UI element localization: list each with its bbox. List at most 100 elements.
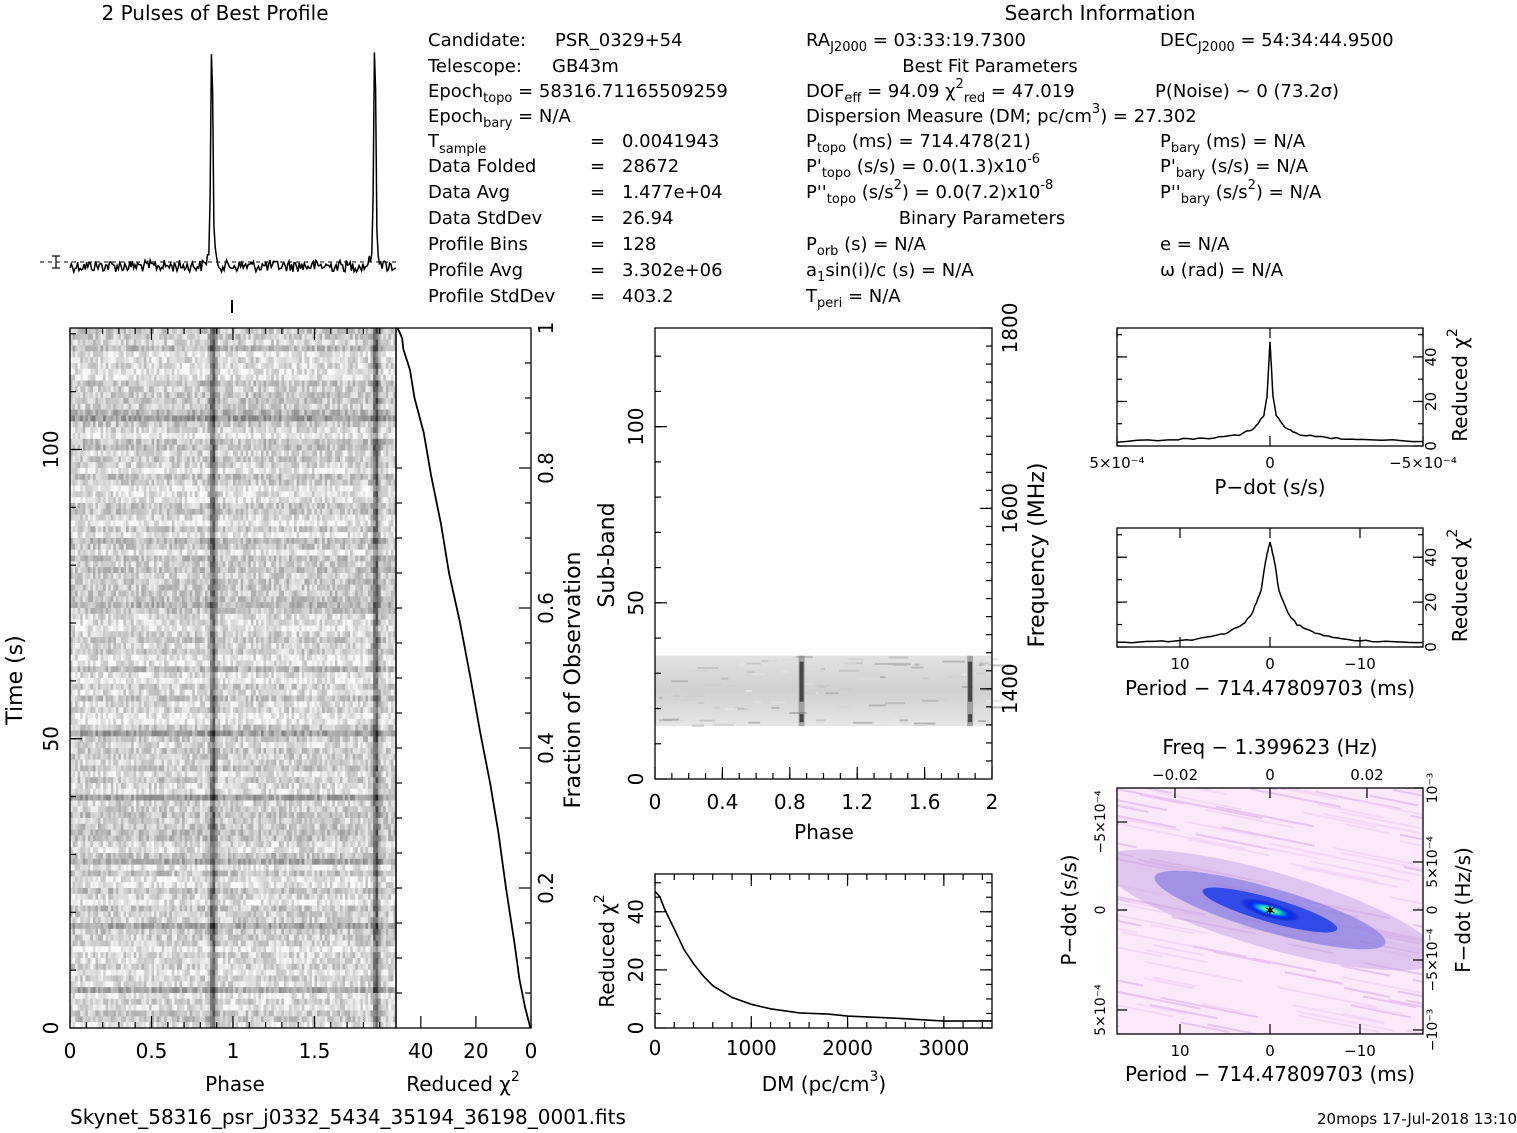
- heatmap-cell: [154, 398, 157, 405]
- heatmap-cell: [123, 497, 127, 504]
- heatmap-cell: [367, 374, 371, 381]
- heatmap-cell: [113, 374, 117, 381]
- heatmap-cell: [115, 357, 119, 364]
- heatmap-cell: [360, 421, 364, 428]
- heatmap-cell: [179, 473, 183, 481]
- heatmap-cell: [174, 462, 178, 469]
- heatmap-cell: [128, 368, 132, 376]
- heatmap-cell: [123, 339, 127, 346]
- heatmap-cell: [85, 473, 89, 481]
- heatmap-cell: [362, 333, 366, 341]
- heatmap-cell: [390, 438, 394, 446]
- heatmap-cell: [204, 520, 208, 527]
- heatmap-cell: [304, 520, 308, 527]
- heatmap-cell: [128, 520, 132, 527]
- heatmap-cell: [128, 450, 132, 457]
- heatmap-cell: [120, 549, 124, 556]
- heatmap-cell: [365, 526, 369, 533]
- data-folded-value: 28672: [622, 156, 679, 177]
- heatmap-cell: [245, 503, 249, 510]
- heatmap-cell: [233, 433, 236, 440]
- heatmap-cell: [166, 497, 170, 504]
- heatmap-cell: [77, 526, 81, 533]
- heatmap-cell: [113, 333, 117, 341]
- heatmap-cell: [289, 415, 292, 422]
- heatmap-cell: [212, 380, 216, 387]
- heatmap-cell: [174, 450, 178, 457]
- heatmap-cell: [210, 532, 214, 539]
- heatmap-cell: [204, 368, 208, 376]
- heatmap-cell: [110, 403, 114, 411]
- heatmap-cell: [171, 433, 175, 440]
- heatmap-cell: [375, 503, 379, 510]
- heatmap-cell: [90, 328, 94, 335]
- heatmap-cell: [281, 491, 285, 498]
- heatmap-cell: [342, 415, 346, 422]
- pd-bary: P'bary (s/s) = N/A: [1160, 156, 1309, 181]
- heatmap-cell: [294, 543, 298, 551]
- heatmap-cell: [131, 392, 135, 399]
- heatmap-cell: [255, 421, 259, 428]
- heatmap-cell: [85, 357, 89, 364]
- heatmap-cell: [289, 444, 292, 451]
- heatmap-cell: [360, 468, 364, 475]
- heatmap-cell: [105, 380, 109, 387]
- heatmap-cell: [138, 450, 142, 457]
- heatmap-cell: [380, 398, 384, 405]
- heatmap-cell: [189, 421, 193, 428]
- heatmap-cell: [367, 409, 371, 416]
- heatmap-cell: [268, 538, 272, 545]
- heatmap-cell: [367, 514, 371, 521]
- heatmap-cell: [311, 433, 315, 440]
- heatmap-cell: [225, 363, 229, 370]
- heatmap-cell: [388, 421, 392, 428]
- heatmap-cell: [350, 386, 354, 393]
- heatmap-cell: [95, 503, 99, 510]
- heatmap-cell: [258, 421, 262, 428]
- heatmap-cell: [278, 415, 282, 422]
- heatmap-cell: [360, 403, 364, 411]
- heatmap-cell: [222, 538, 226, 545]
- heatmap-cell: [388, 392, 392, 399]
- heatmap-cell: [238, 333, 242, 341]
- heatmap-cell: [240, 450, 244, 457]
- heatmap-cell: [164, 363, 168, 370]
- heatmap-cell: [92, 462, 96, 469]
- heatmap-cell: [385, 433, 389, 440]
- heatmap-cell: [319, 503, 323, 510]
- heatmap-cell: [283, 438, 287, 446]
- heatmap-cell: [143, 333, 147, 341]
- heatmap-cell: [199, 438, 203, 446]
- heatmap-cell: [238, 351, 242, 358]
- heatmap-cell: [233, 409, 236, 416]
- heatmap-cell: [70, 328, 73, 335]
- heatmap-cell: [306, 503, 310, 510]
- heatmap-cell: [355, 333, 359, 341]
- heatmap-cell: [87, 479, 91, 486]
- heatmap-cell: [291, 380, 295, 387]
- heatmap-cell: [230, 421, 234, 428]
- heatmap-cell: [304, 339, 308, 346]
- heatmap-cell: [182, 549, 186, 556]
- heatmap-cell: [77, 392, 81, 399]
- heatmap-cell: [233, 357, 236, 364]
- heatmap-cell: [324, 386, 328, 393]
- heatmap-cell: [197, 351, 201, 358]
- heatmap-cell: [156, 468, 160, 475]
- heatmap-cell: [194, 351, 198, 358]
- heatmap-cell: [199, 497, 203, 504]
- heatmap-cell: [159, 526, 163, 533]
- heatmap-cell: [146, 351, 150, 358]
- heatmap-cell: [115, 497, 119, 504]
- heatmap-cell: [113, 403, 117, 411]
- heatmap-cell: [248, 368, 252, 376]
- heatmap-cell: [337, 398, 341, 405]
- heatmap-cell: [253, 421, 257, 428]
- heatmap-cell: [174, 508, 178, 516]
- heatmap-cell: [176, 514, 180, 521]
- heatmap-cell: [352, 409, 356, 416]
- heatmap-cell: [192, 398, 196, 405]
- heatmap-cell: [138, 520, 142, 527]
- heatmap-cell: [373, 380, 377, 387]
- heatmap-cell: [138, 368, 142, 376]
